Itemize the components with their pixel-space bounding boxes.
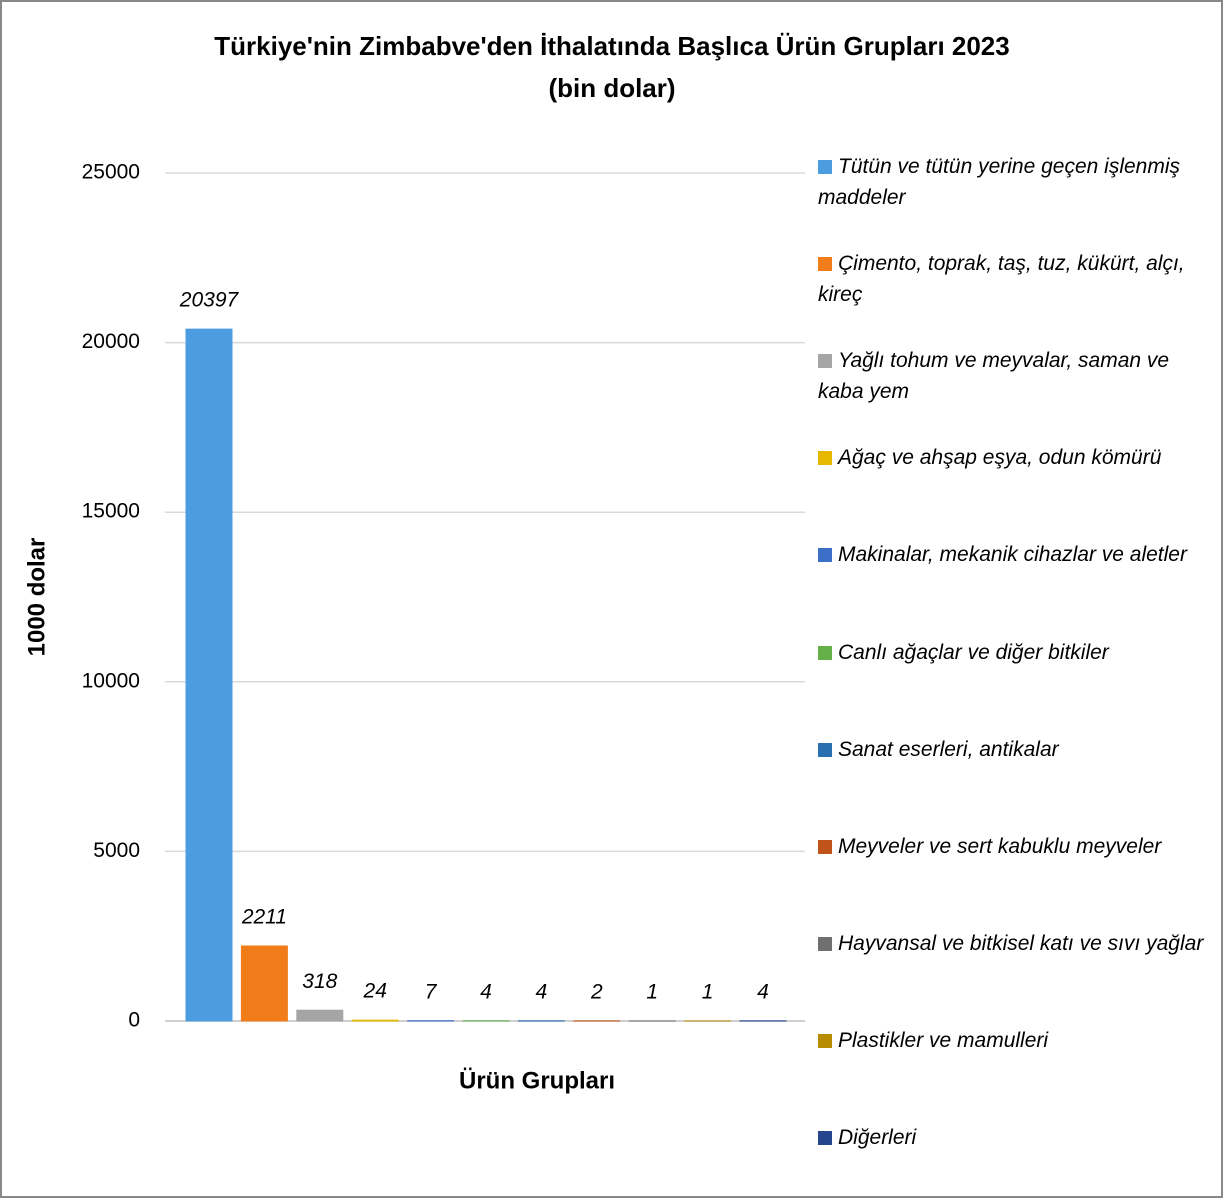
data-label: 20397 — [179, 289, 240, 312]
chart-subtitle: (bin dolar) — [548, 73, 675, 103]
legend-item: Diğerleri — [818, 1122, 1218, 1153]
bar — [296, 1009, 344, 1022]
legend-label: Plastikler ve mamulleri — [838, 1028, 1049, 1052]
y-tick-label: 0 — [128, 1009, 140, 1032]
legend-marker — [818, 936, 832, 951]
legend-item: Canlı ağaçlar ve diğer bitkiler — [818, 637, 1218, 668]
legend-marker — [818, 257, 832, 272]
legend-marker — [818, 1131, 832, 1145]
legend-label: Diğerleri — [838, 1126, 917, 1149]
y-tick-label: 25000 — [82, 161, 140, 184]
data-label: 4 — [480, 980, 492, 1003]
y-tick-label: 5000 — [93, 839, 140, 862]
legend-item: Sanat eserleri, antikalar — [818, 734, 1218, 765]
legend-label: Çimento, toprak, taş, tuz, kükürt, alçı,… — [818, 252, 1185, 307]
legend-marker — [818, 451, 832, 466]
legend-item: Meyveler ve sert kabuklu meyveler — [818, 831, 1218, 862]
legend-marker — [818, 742, 832, 757]
legend-label: Tütün ve tütün yerine geçen işlenmiş mad… — [818, 155, 1181, 209]
data-label: 1 — [646, 981, 658, 1004]
y-tick-label: 20000 — [82, 330, 140, 353]
y-tick-label: 15000 — [82, 500, 140, 523]
y-tick-label: 10000 — [82, 669, 140, 692]
legend-label: Meyveler ve sert kabuklu meyveler — [838, 834, 1162, 858]
x-axis-label: Ürün Grupları — [459, 1067, 615, 1094]
data-label: 318 — [302, 970, 337, 993]
legend-item: Ağaç ve ahşap eşya, odun kömürü — [818, 442, 1218, 473]
legend-item: Makinalar, mekanik cihazlar ve aletler — [818, 539, 1218, 570]
legend-marker — [818, 354, 832, 369]
data-label: 2 — [590, 980, 603, 1003]
legend-item: Tütün ve tütün yerine geçen işlenmiş mad… — [818, 151, 1218, 213]
chart-title: Türkiye'nin Zimbabve'den İthalatında Baş… — [214, 31, 1009, 61]
legend-label: Canlı ağaçlar ve diğer bitkiler — [838, 640, 1109, 664]
legend-label: Yağlı tohum ve meyvalar, saman ve kaba y… — [818, 349, 1170, 404]
y-axis-label: 1000 dolar — [23, 538, 50, 657]
bar — [240, 945, 288, 1022]
data-label: 1 — [702, 981, 714, 1004]
data-label: 2211 — [241, 906, 287, 929]
legend-label: Makinalar, mekanik cihazlar ve aletler — [838, 543, 1187, 567]
bar — [185, 328, 233, 1022]
data-label: 7 — [425, 980, 438, 1003]
data-label: 4 — [757, 980, 769, 1003]
legend-label: Sanat eserleri, antikalar — [838, 737, 1059, 761]
legend-item: Plastikler ve mamulleri — [818, 1025, 1218, 1056]
legend-item: Çimento, toprak, taş, tuz, kükürt, alçı,… — [818, 248, 1218, 310]
bar — [351, 1019, 399, 1022]
legend-item: Hayvansal ve bitkisel katı ve sıvı yağla… — [818, 928, 1218, 959]
legend-marker — [818, 839, 832, 854]
data-label: 24 — [363, 980, 387, 1003]
legend-marker — [818, 645, 832, 660]
legend-marker — [818, 1033, 832, 1048]
legend-marker — [818, 160, 832, 174]
data-label: 4 — [536, 980, 548, 1003]
legend-marker — [818, 548, 832, 563]
legend-item: Yağlı tohum ve meyvalar, saman ve kaba y… — [818, 345, 1218, 407]
legend-label: Hayvansal ve bitkisel katı ve sıvı yağla… — [838, 931, 1204, 955]
legend-label: Ağaç ve ahşap eşya, odun kömürü — [838, 446, 1162, 470]
